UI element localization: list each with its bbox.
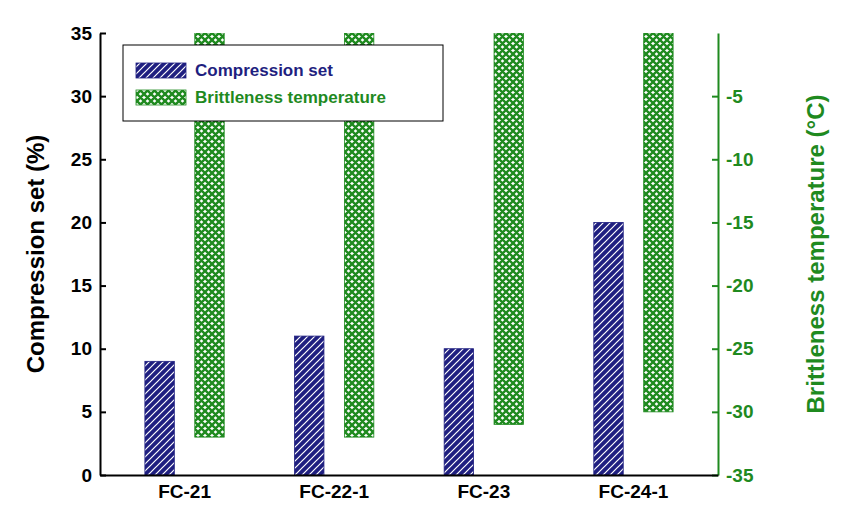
tick: -30 <box>712 401 753 422</box>
tick-label: 20 <box>71 212 92 233</box>
y2-axis: -35 -30 -25 -20 -15 -10 -5 <box>712 34 754 486</box>
tick-label: -15 <box>726 212 754 233</box>
tick: FC-22-1 <box>299 481 369 502</box>
tick-label: FC-21 <box>158 481 211 502</box>
tick-mark <box>712 411 718 413</box>
axis-line <box>101 475 719 477</box>
legend-box <box>123 45 443 121</box>
legend-swatch <box>136 63 186 78</box>
axis-line <box>100 34 102 476</box>
chart: 05101520253035-35-30-25-20-15-10-5FC-21F… <box>0 0 846 530</box>
tick-mark <box>100 159 106 161</box>
tick-mark <box>100 411 106 413</box>
y-axis-title: Compression set (%) <box>22 135 49 374</box>
plot: 05101520253035-35-30-25-20-15-10-5FC-21F… <box>71 23 754 503</box>
tick-label: -5 <box>726 86 743 107</box>
tick-label: FC-22-1 <box>299 481 369 502</box>
tick-mark <box>712 285 718 287</box>
tick-mark <box>100 96 106 98</box>
tick-mark <box>712 348 718 350</box>
tick: FC-23 <box>457 481 510 502</box>
tick-label: 0 <box>81 465 92 486</box>
tick-label: 5 <box>81 401 92 422</box>
legend: Compression set Brittleness temperature <box>123 45 443 121</box>
tick: -10 <box>712 149 753 170</box>
tick: 20 <box>71 212 106 233</box>
tick-label: FC-24-1 <box>599 481 669 502</box>
y2-axis-title: Brittleness temperature (°C) <box>802 94 829 413</box>
tick-label: FC-23 <box>457 481 510 502</box>
tick: -20 <box>712 275 753 296</box>
tick-label: 15 <box>71 275 93 296</box>
bar <box>594 222 623 475</box>
tick: FC-21 <box>158 481 211 502</box>
tick: 5 <box>81 401 106 422</box>
tick: 10 <box>71 338 106 359</box>
bar <box>295 336 324 475</box>
tick: 30 <box>71 86 106 107</box>
tick-label: 35 <box>71 23 93 44</box>
tick-label: -20 <box>726 275 753 296</box>
legend-label: Brittleness temperature <box>195 88 386 107</box>
tick-label: -30 <box>726 401 753 422</box>
tick-mark <box>712 96 718 98</box>
tick-mark <box>100 33 106 35</box>
tick-mark <box>712 222 718 224</box>
tick: -25 <box>712 338 754 359</box>
y-axis: 0 5 10 15 20 25 30 35 <box>71 23 106 486</box>
tick-mark <box>100 348 106 350</box>
bar <box>644 33 673 412</box>
tick-label: 25 <box>71 149 93 170</box>
tick-label: 30 <box>71 86 92 107</box>
bar <box>145 361 174 475</box>
x-axis: FC-21 FC-22-1 FC-23 FC-24-1 <box>101 476 719 503</box>
tick: 35 <box>71 23 106 44</box>
legend-swatch <box>136 90 186 105</box>
legend-label: Compression set <box>195 61 333 80</box>
axis-line <box>718 34 720 476</box>
tick-mark <box>712 159 718 161</box>
tick: FC-24-1 <box>599 481 669 502</box>
bar <box>494 33 523 424</box>
tick: 25 <box>71 149 106 170</box>
tick-mark <box>100 285 106 287</box>
tick-label: -10 <box>726 149 753 170</box>
tick: -5 <box>712 86 743 107</box>
tick-mark <box>100 222 106 224</box>
tick: 15 <box>71 275 106 296</box>
tick-label: -25 <box>726 338 754 359</box>
tick: -15 <box>712 212 754 233</box>
tick-label: 10 <box>71 338 92 359</box>
tick-label: -35 <box>726 465 754 486</box>
bar <box>444 349 473 475</box>
